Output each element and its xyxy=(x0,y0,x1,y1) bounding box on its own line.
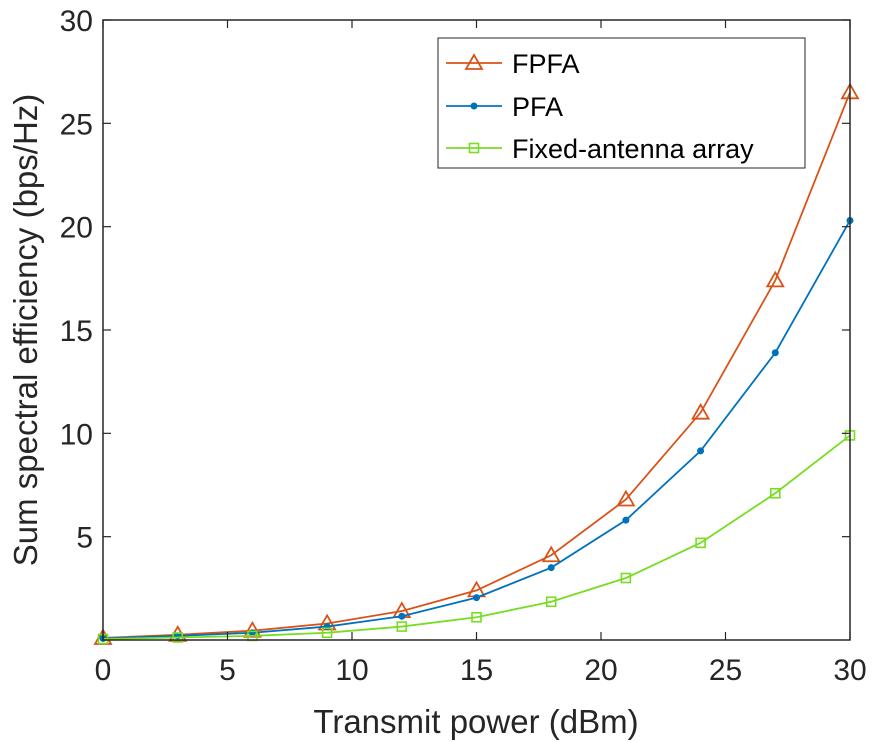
x-tick-label: 0 xyxy=(95,654,112,687)
legend-item-fpfa: FPFA xyxy=(446,49,580,79)
y-tick-label: 5 xyxy=(76,522,93,555)
y-tick-label: 25 xyxy=(60,108,93,141)
data-point-pfa xyxy=(771,349,779,357)
data-point-fpfa xyxy=(541,545,561,563)
series-line-fpfa xyxy=(102,92,851,639)
y-tick-label: 15 xyxy=(60,315,93,348)
series-fixed-antenna-array xyxy=(97,430,856,645)
legend-swatch-marker xyxy=(470,102,478,110)
data-point-pfa xyxy=(473,594,480,602)
x-tick-label: 15 xyxy=(460,654,493,687)
x-axis-title: Transmit power (dBm) xyxy=(313,703,638,740)
legend-box xyxy=(437,37,806,169)
series-pfa xyxy=(99,216,854,642)
legend: FPFA PFA Fixed-antenna array xyxy=(437,37,806,169)
data-point-pfa xyxy=(697,447,705,455)
legend-swatch-marker xyxy=(468,142,480,154)
y-tick-label: 10 xyxy=(60,418,93,451)
data-point-fixed-antenna-array xyxy=(620,572,632,584)
data-point-pfa xyxy=(547,564,555,572)
legend-item-pfa: PFA xyxy=(446,92,563,122)
data-point-fixed-antenna-array xyxy=(769,487,781,499)
legend-swatch-marker xyxy=(464,53,484,70)
y-axis-title: Sum spectral efficiency (bps/Hz) xyxy=(7,94,44,567)
data-point-fpfa xyxy=(691,402,711,420)
data-point-pfa xyxy=(398,612,406,620)
y-tick-label: 30 xyxy=(60,5,93,38)
x-tick-label: 30 xyxy=(833,654,866,687)
x-tick-label: 20 xyxy=(584,654,617,687)
data-point-fixed-antenna-array xyxy=(172,632,183,643)
data-point-fixed-antenna-array xyxy=(545,596,557,608)
data-point-fixed-antenna-array xyxy=(396,621,408,632)
data-point-pfa xyxy=(622,516,630,524)
x-tick-label: 10 xyxy=(335,654,368,687)
series-line-fixed-antenna-array xyxy=(102,434,851,640)
legend-label: PFA xyxy=(512,92,563,122)
x-tick-label: 25 xyxy=(709,654,742,687)
series-line-pfa xyxy=(102,220,851,640)
legend-label: FPFA xyxy=(512,49,580,79)
data-point-fixed-antenna-array xyxy=(471,611,482,623)
x-tick-label: 5 xyxy=(219,654,236,687)
y-tick-label: 20 xyxy=(60,212,93,245)
ticks-layer: 0 5 10 15 20 25 30 5 10 15 20 25 30 xyxy=(60,5,867,687)
data-point-fpfa xyxy=(616,489,636,507)
legend-item-fixed-antenna-array: Fixed-antenna array xyxy=(446,134,754,164)
data-point-fixed-antenna-array xyxy=(321,627,333,639)
data-point-fixed-antenna-array xyxy=(695,537,706,549)
data-point-fpfa xyxy=(765,270,785,288)
legend-label: Fixed-antenna array xyxy=(512,134,754,164)
